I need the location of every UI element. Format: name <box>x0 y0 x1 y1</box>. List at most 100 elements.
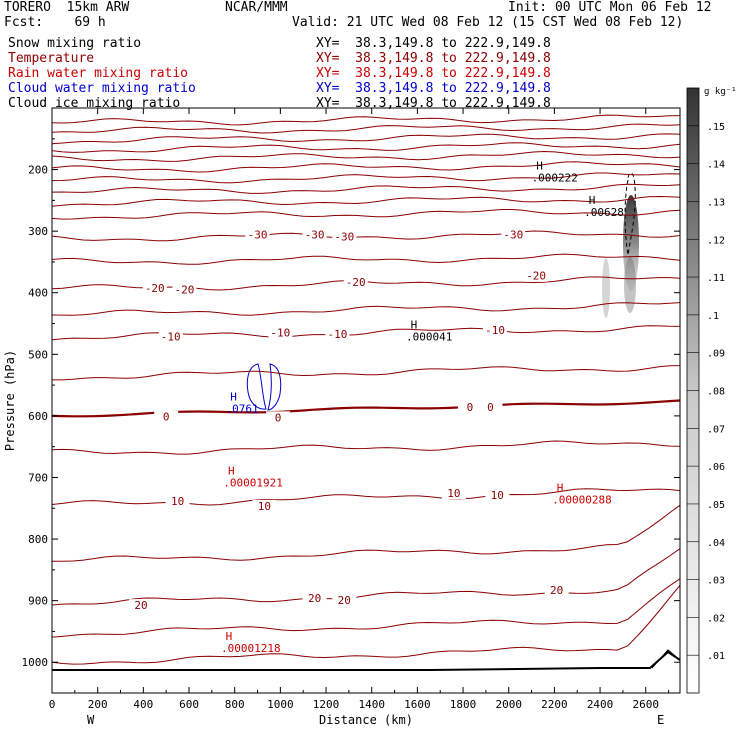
field-name-snow: Snow mixing ratio <box>8 36 142 51</box>
isotherm-minus35 <box>52 209 680 220</box>
isotherm-minus5 <box>52 365 680 381</box>
maximum-value-cloud_water: .0761 <box>226 403 259 416</box>
isotherm-label-bg <box>172 283 197 296</box>
isotherm-20 <box>52 548 680 606</box>
y-tick-label: 700 <box>28 471 48 484</box>
x-tick-label: 2400 <box>587 698 614 711</box>
isotherm-label: -20 <box>526 270 546 283</box>
isotherm-minus50 <box>52 172 680 184</box>
colorbar-tick-label: .04 <box>707 538 725 549</box>
maximum-value-cloud_ice: .00628 <box>584 206 624 219</box>
field-name-rain: Rain water mixing ratio <box>8 66 189 81</box>
isotherm-label: 20 <box>308 592 321 605</box>
isotherm-30 <box>52 584 680 665</box>
maximum-marker-rain: H <box>226 630 233 643</box>
isotherm-minus15 <box>52 302 680 316</box>
east-label: E <box>657 713 664 727</box>
isotherm-minus30 <box>52 230 680 242</box>
snow-shading-core <box>623 195 639 291</box>
field-xy-rain: XY= 38.3,149.8 to 222.9,149.8 <box>316 66 551 81</box>
isotherm-label-bg <box>485 488 510 501</box>
center-label: NCAR/MMM <box>225 0 288 15</box>
isotherm-label: -20 <box>346 276 366 289</box>
colorbar-tick-label: .11 <box>707 273 725 284</box>
isotherm-label-bg <box>158 330 183 343</box>
isotherm-label: 10 <box>258 500 271 513</box>
isotherm-label: -30 <box>305 228 325 241</box>
isotherm-label-bg <box>457 400 482 413</box>
field-xy-cloud-water: XY= 38.3,149.8 to 222.9,149.8 <box>316 81 551 96</box>
field-name-cloud-water: Cloud water mixing ratio <box>8 81 196 96</box>
isotherm-label-bg <box>478 400 503 413</box>
isotherm-label-bg <box>142 282 167 295</box>
terrain-surface <box>52 650 680 671</box>
colorbar-tick-label: .05 <box>707 500 725 511</box>
isotherm-minus40 <box>52 195 680 207</box>
maximum-value-snow: .000222 <box>532 172 578 185</box>
isotherm-label-bg <box>524 269 549 282</box>
isotherm-label-bg <box>441 487 466 500</box>
cloud-water-contour <box>246 363 282 411</box>
isotherm-label-bg <box>501 228 526 241</box>
isotherm-label: -30 <box>503 228 523 241</box>
isotherm-label: -10 <box>161 331 181 344</box>
isotherm-label-bg <box>483 323 508 336</box>
colorbar-tick-label: .15 <box>707 122 725 133</box>
isotherm-label: -30 <box>248 228 268 241</box>
y-tick-label: 800 <box>28 533 48 546</box>
isotherm-label-bg <box>245 228 270 241</box>
colorbar-tick-label: .02 <box>707 613 725 624</box>
isotherm-minus10 <box>52 325 680 341</box>
snow-shading-west <box>602 258 610 318</box>
isotherm-minus75 <box>52 123 680 134</box>
field-xy-cloud-ice: XY= 38.3,149.8 to 222.9,149.8 <box>316 96 551 111</box>
isotherm-25 <box>52 578 680 638</box>
x-tick-label: 400 <box>133 698 153 711</box>
colorbar-tick-label: .07 <box>707 424 725 435</box>
isotherm-label-bg <box>302 228 327 241</box>
isotherm-label-bg <box>266 411 291 424</box>
isotherm-minus55 <box>52 161 680 173</box>
isotherm-label-bg <box>332 230 357 243</box>
isotherm-label: 10 <box>447 487 460 500</box>
x-tick-label: 1200 <box>313 698 340 711</box>
y-tick-label: 900 <box>28 595 48 608</box>
isotherm-label: -10 <box>270 326 290 339</box>
y-tick-label: 200 <box>28 164 48 177</box>
valid-time: Valid: 21 UTC Wed 08 Feb 12 (15 CST Wed … <box>292 15 684 30</box>
isotherm-label-bg <box>325 328 350 341</box>
isotherm-5 <box>52 440 680 455</box>
x-tick-label: 800 <box>225 698 245 711</box>
isotherm-label-bg <box>544 583 569 596</box>
model-title: TORERO 15km ARW <box>4 0 130 15</box>
maximum-value-rain: .00001921 <box>223 476 283 489</box>
maximum-marker-rain: H <box>228 464 235 477</box>
x-tick-label: 1000 <box>267 698 294 711</box>
plot-frame <box>51 107 681 694</box>
y-tick-label: 400 <box>28 287 48 300</box>
isotherm-label-bg <box>302 591 327 604</box>
isotherm-label: 0 <box>275 411 282 424</box>
maximum-value-rain: .00000288 <box>552 494 612 507</box>
isotherm-label-bg <box>129 599 154 612</box>
maximum-value-rain: .00001218 <box>221 642 281 655</box>
isotherm-label: 20 <box>550 584 563 597</box>
y-tick-label: 500 <box>28 348 48 361</box>
isotherm-label: -20 <box>145 282 165 295</box>
colorbar-tick-label: .09 <box>707 349 725 360</box>
colorbar-tick-label: .06 <box>707 462 725 473</box>
isotherm-label-bg <box>154 410 179 423</box>
x-tick-label: 2000 <box>495 698 522 711</box>
maximum-marker-snow: H <box>411 318 418 331</box>
isotherm-label: 10 <box>171 495 184 508</box>
west-label: W <box>87 713 95 727</box>
y-tick-label: 1000 <box>22 656 49 669</box>
x-tick-label: 0 <box>49 698 56 711</box>
isotherm-minus45 <box>52 183 680 194</box>
colorbar-units: g kg⁻¹ <box>704 87 737 97</box>
colorbar-tick-label: .03 <box>707 576 725 587</box>
x-tick-label: 1600 <box>404 698 431 711</box>
y-axis-title: Pressure (hPa) <box>3 350 17 451</box>
isotherm-label-bg <box>343 275 368 288</box>
isotherm-label: 10 <box>491 489 504 502</box>
